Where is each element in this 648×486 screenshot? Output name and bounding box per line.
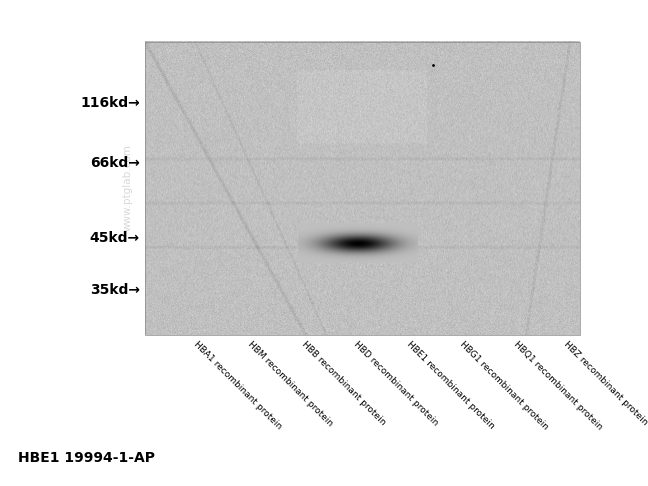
Text: HBM recombinant protein: HBM recombinant protein: [246, 340, 334, 429]
Text: HBZ recombinant protein: HBZ recombinant protein: [562, 340, 648, 427]
Text: 35kd→: 35kd→: [90, 283, 140, 297]
Bar: [145, 42, 580, 335]
Text: 45kd→: 45kd→: [90, 231, 140, 245]
Text: 66kd→: 66kd→: [90, 156, 140, 170]
Text: HBB recombinant protein: HBB recombinant protein: [299, 340, 387, 427]
Text: HBD recombinant protein: HBD recombinant protein: [352, 340, 439, 428]
Text: HBA1 recombinant protein: HBA1 recombinant protein: [192, 340, 283, 432]
Text: www.ptglab.com: www.ptglab.com: [123, 144, 133, 231]
Text: HBE1 19994-1-AP: HBE1 19994-1-AP: [18, 451, 155, 465]
Text: HBG1 recombinant protein: HBG1 recombinant protein: [457, 340, 550, 432]
Text: HBE1 recombinant protein: HBE1 recombinant protein: [404, 340, 496, 431]
Text: 116kd→: 116kd→: [80, 96, 140, 110]
Text: HBQ1 recombinant protein: HBQ1 recombinant protein: [512, 340, 604, 432]
